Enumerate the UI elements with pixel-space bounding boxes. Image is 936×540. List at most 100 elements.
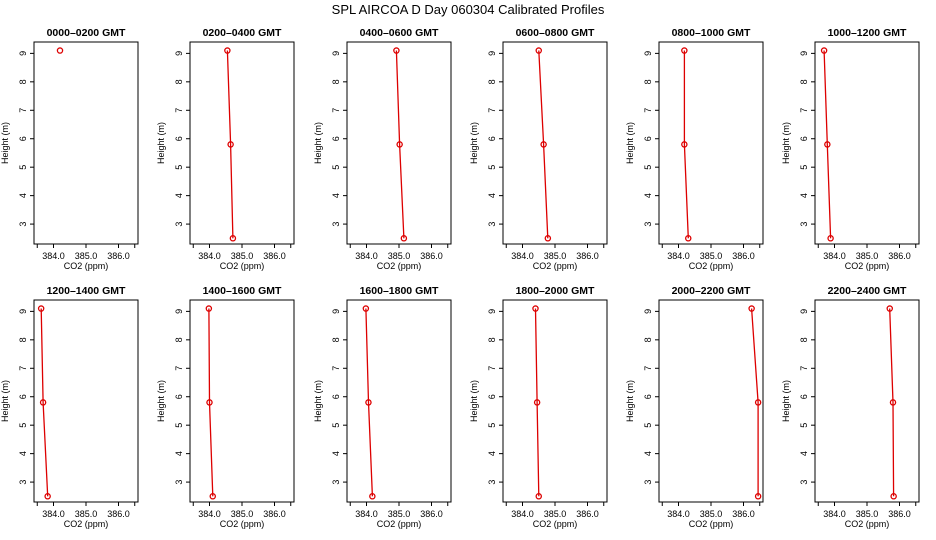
x-axis-label: CO2 (ppm) [533, 261, 578, 271]
panel-5: 0800–1000 GMT 384.0 385.0 386.0 3 4 5 6 7 8 9 CO2 (… [625, 27, 764, 271]
x-tick-label: 386.0 [888, 251, 911, 261]
y-tick-label: 3 [174, 480, 184, 485]
y-axis-label: Height (m) [0, 122, 10, 164]
profile-point [827, 235, 834, 242]
profile-point [533, 399, 541, 406]
profile-point [886, 305, 894, 312]
panel-title: 1400–1600 GMT [203, 285, 282, 297]
panel-6: 1000–1200 GMT 384.0 385.0 386.0 3 4 5 6 7 8 9 CO2 (… [781, 27, 920, 271]
profile-point [393, 47, 400, 54]
profile-point [56, 47, 64, 54]
x-tick-label: 384.0 [667, 251, 690, 261]
panel-10: 1800–2000 GMT 384.0 385.0 386.0 3 4 5 6 7 8 9 CO2 (… [469, 285, 608, 529]
y-tick-label: 8 [174, 79, 184, 84]
profile-point [209, 493, 216, 500]
profile-point [754, 399, 762, 406]
y-axis-label: Height (m) [781, 122, 791, 164]
profile-point [227, 141, 234, 148]
panel-title: 0600–0800 GMT [516, 27, 595, 39]
y-tick-label: 5 [331, 165, 341, 170]
x-axis-label: CO2 (ppm) [845, 261, 890, 271]
plot-frame [658, 41, 764, 245]
x-tick-label: 384.0 [42, 251, 65, 261]
profile-point [362, 305, 370, 312]
plot-frame [346, 299, 452, 503]
y-tick-label: 9 [174, 309, 184, 314]
y-axis-label: Height (m) [0, 380, 10, 422]
panel-title: 2000–2200 GMT [672, 285, 751, 297]
y-tick-label: 6 [174, 136, 184, 141]
y-tick-label: 7 [174, 366, 184, 371]
panel-8: 1400–1600 GMT 384.0 385.0 386.0 3 4 5 6 7 8 9 CO2 (… [156, 285, 295, 529]
x-tick-label: 386.0 [107, 251, 130, 261]
y-tick-label: 7 [331, 366, 341, 371]
panel-title: 1000–1200 GMT [828, 27, 907, 39]
y-tick-label: 6 [799, 136, 809, 141]
x-tick-label: 384.0 [198, 251, 221, 261]
y-tick-label: 7 [799, 108, 809, 113]
y-tick-label: 3 [487, 480, 497, 485]
y-tick-label: 4 [174, 193, 184, 198]
panel-11: 2000–2200 GMT 384.0 385.0 386.0 3 4 5 6 7 8 9 CO2 (… [625, 285, 764, 529]
y-tick-label: 5 [174, 423, 184, 428]
y-tick-label: 4 [18, 451, 28, 456]
panel-2: 0200–0400 GMT 384.0 385.0 386.0 3 4 5 6 7 8 9 CO2 (… [156, 27, 295, 271]
y-tick-label: 9 [18, 309, 28, 314]
profile-point [535, 47, 543, 54]
profile-line [538, 50, 549, 239]
y-tick-label: 9 [331, 51, 341, 56]
panel-title: 1600–1800 GMT [360, 285, 439, 297]
y-tick-label: 9 [799, 51, 809, 56]
profile-point [824, 141, 831, 148]
x-axis-label: CO2 (ppm) [377, 261, 422, 271]
y-tick-label: 5 [643, 423, 653, 428]
y-axis-label: Height (m) [625, 122, 635, 164]
x-tick-label: 384.0 [511, 251, 534, 261]
x-tick-label: 385.0 [231, 251, 254, 261]
y-tick-label: 8 [18, 337, 28, 342]
y-axis-label: Height (m) [156, 122, 166, 164]
y-tick-label: 6 [487, 394, 497, 399]
y-tick-label: 5 [487, 165, 497, 170]
y-tick-label: 8 [799, 337, 809, 342]
y-tick-label: 8 [331, 337, 341, 342]
profile-line [226, 50, 234, 239]
y-tick-label: 8 [487, 79, 497, 84]
profile-point [535, 493, 543, 500]
x-tick-label: 386.0 [732, 251, 755, 261]
y-tick-label: 3 [799, 222, 809, 227]
panel-title: 1800–2000 GMT [516, 285, 595, 297]
plot-frame [814, 299, 920, 503]
y-tick-label: 3 [799, 480, 809, 485]
profile-line [208, 308, 214, 497]
profile-point [820, 47, 828, 54]
profile-point [37, 305, 45, 312]
x-axis-label: CO2 (ppm) [220, 261, 265, 271]
y-tick-label: 6 [18, 136, 28, 141]
x-tick-label: 386.0 [263, 251, 286, 261]
x-tick-label: 386.0 [420, 251, 443, 261]
x-axis-label: CO2 (ppm) [64, 261, 109, 271]
profile-point [365, 399, 372, 406]
panel-1: 0000–0200 GMT 384.0 385.0 386.0 3 4 5 6 7 8 9 CO2 (… [0, 27, 139, 271]
x-tick-label: 384.0 [42, 509, 65, 519]
y-tick-label: 8 [174, 337, 184, 342]
profile-line [823, 50, 832, 239]
y-axis-label: Height (m) [156, 380, 166, 422]
x-tick-label: 384.0 [823, 509, 846, 519]
x-tick-label: 384.0 [667, 509, 690, 519]
y-tick-label: 8 [643, 337, 653, 342]
x-tick-label: 386.0 [107, 509, 130, 519]
panel-title: 0400–0600 GMT [360, 27, 439, 39]
y-tick-label: 6 [643, 136, 653, 141]
y-tick-label: 3 [18, 480, 28, 485]
x-axis-label: CO2 (ppm) [689, 519, 734, 529]
y-tick-label: 6 [643, 394, 653, 399]
y-tick-label: 3 [643, 222, 653, 227]
y-tick-label: 3 [174, 222, 184, 227]
panel-title: 0800–1000 GMT [672, 27, 751, 39]
x-tick-label: 386.0 [576, 251, 599, 261]
profile-point [748, 305, 755, 312]
x-tick-label: 386.0 [263, 509, 286, 519]
y-tick-label: 4 [18, 193, 28, 198]
